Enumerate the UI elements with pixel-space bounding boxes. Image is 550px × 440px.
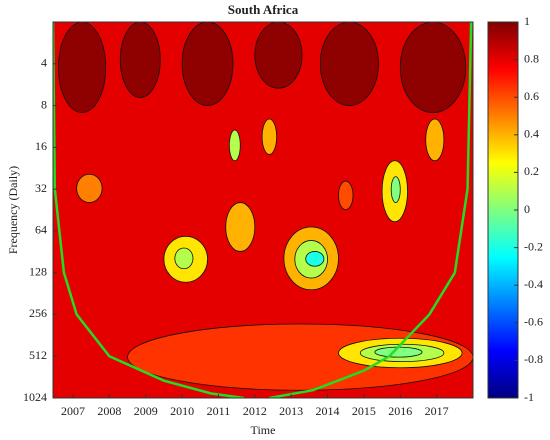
colorbar (487, 21, 519, 399)
y-tick-label: 64 (35, 223, 47, 237)
coherence-region (119, 22, 161, 98)
coherence-region (399, 22, 467, 114)
cone-of-influence (53, 22, 245, 398)
colorbar-tick-label: -0.2 (524, 239, 543, 253)
x-tick-label: 2014 (316, 404, 340, 418)
colorbar-tick-label: -0.4 (524, 277, 543, 291)
x-tick-label: 2009 (134, 404, 158, 418)
coherence-region (261, 118, 278, 155)
x-tick-label: 2012 (243, 404, 267, 418)
coherence-region (181, 22, 234, 106)
x-tick-label: 2017 (425, 404, 449, 418)
y-tick-label: 128 (29, 264, 47, 278)
colorbar-tick-label: 0.8 (524, 51, 539, 65)
coherence-region (425, 118, 445, 162)
coherence-region (228, 129, 241, 162)
y-tick-label: 256 (29, 306, 47, 320)
coherence-region (225, 202, 256, 252)
colorbar-tick-label: 1 (524, 14, 530, 28)
chart-title: South Africa (228, 2, 299, 17)
y-tick-label: 8 (41, 97, 47, 111)
coherence-region (58, 22, 107, 114)
y-tick-label: 32 (35, 181, 47, 195)
y-tick-label: 512 (29, 348, 47, 362)
coherence-region (174, 247, 194, 270)
x-tick-label: 2007 (61, 404, 85, 418)
coherence-region (319, 22, 379, 106)
coherence-region (390, 176, 401, 203)
y-axis-label: Frequency (Daily) (6, 166, 20, 254)
x-tick-label: 2013 (279, 404, 303, 418)
x-tick-label: 2011 (207, 404, 231, 418)
plot-frame (52, 21, 474, 399)
colorbar-tick-label: 0.4 (524, 127, 539, 141)
cone-of-influence (269, 22, 473, 398)
colorbar-tick-label: 0.2 (524, 164, 539, 178)
coherence-region (254, 22, 303, 89)
coherence-region (374, 346, 423, 358)
x-axis-label: Time (251, 423, 276, 437)
colorbar-tick-label: -0.6 (524, 315, 543, 329)
colorbar-tick-label: 0 (524, 202, 530, 216)
x-tick-label: 2015 (352, 404, 376, 418)
y-tick-label: 1024 (23, 390, 47, 404)
y-tick-label: 16 (35, 139, 47, 153)
coherence-region (76, 173, 103, 203)
y-tick-label: 4 (41, 56, 47, 70)
colorbar-tick-label: -0.8 (524, 352, 543, 366)
colorbar-tick-label: -1 (524, 390, 534, 404)
coherence-region (305, 251, 325, 267)
x-tick-label: 2016 (388, 404, 412, 418)
coherence-region (338, 180, 354, 211)
x-tick-label: 2010 (170, 404, 194, 418)
x-tick-label: 2008 (97, 404, 121, 418)
colorbar-tick-label: 0.6 (524, 89, 539, 103)
